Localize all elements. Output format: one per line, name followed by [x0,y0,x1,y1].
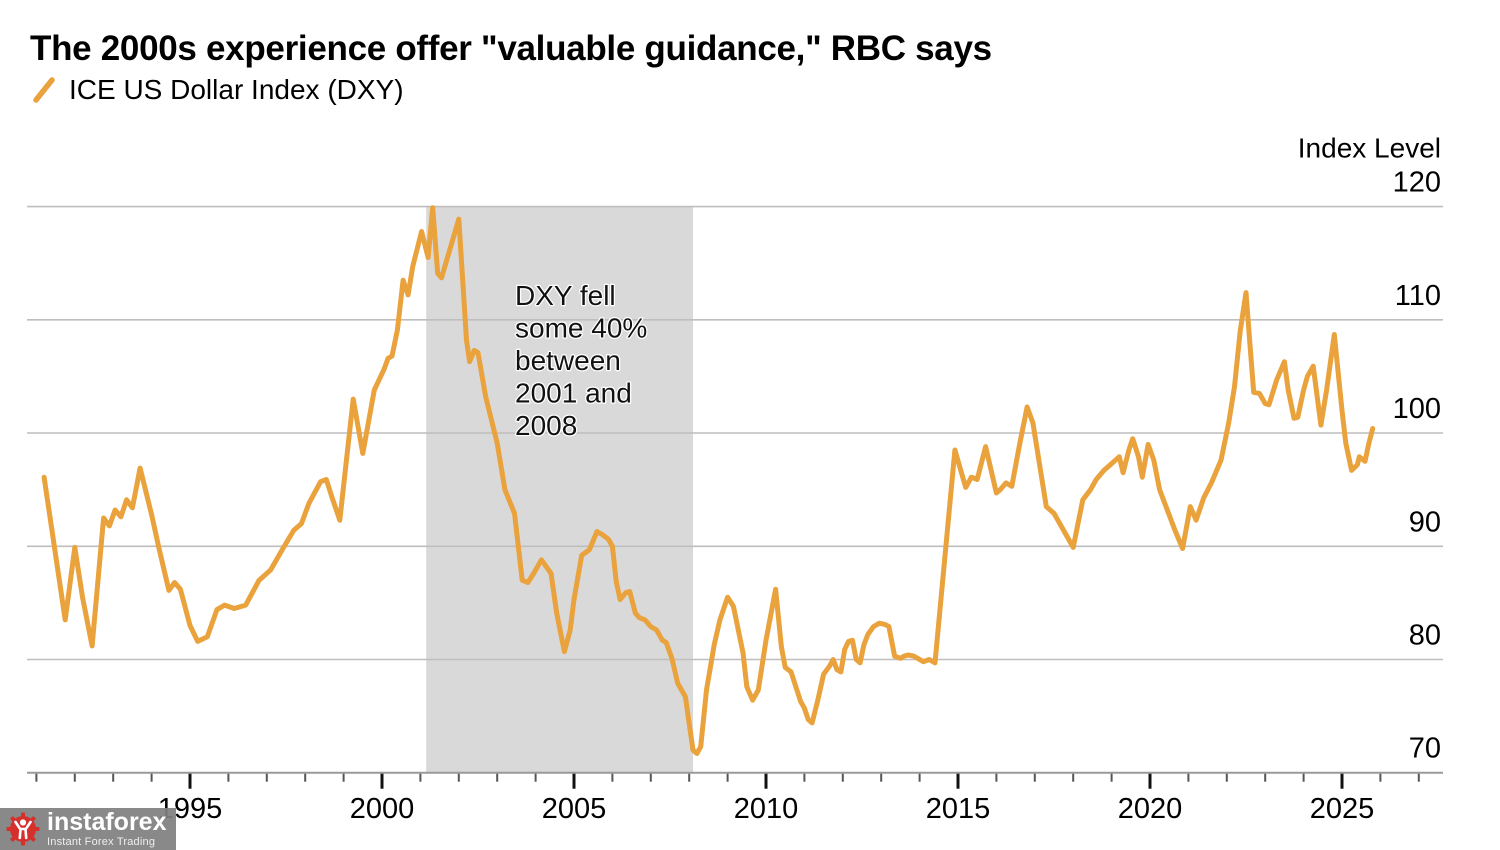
chart-legend: ICE US Dollar Index (DXY) [32,74,404,106]
instaforex-watermark: instaforex Instant Forex Trading [0,808,176,850]
legend-line-icon [33,77,55,103]
x-tick-label-2015: 2015 [926,793,991,825]
x-tick-label-2000: 2000 [350,793,415,825]
y-tick-label-100: 100 [1393,393,1441,425]
x-tick-label-2010: 2010 [734,793,799,825]
y-axis-title: Index Level [1298,133,1441,164]
shade-annotation-line-3: between [515,345,621,376]
y-tick-label-70: 70 [1409,733,1441,765]
chart-title: The 2000s experience offer "valuable gui… [30,29,992,69]
shade-annotation-line-4: 2001 and [515,378,632,409]
instaforex-gear-icon [6,812,40,846]
y-tick-label-80: 80 [1409,620,1441,652]
watermark-tagline: Instant Forex Trading [47,836,156,848]
legend-series-label: ICE US Dollar Index (DXY) [69,74,404,105]
x-tick-label-2025: 2025 [1310,793,1375,825]
shade-annotation-line-5: 2008 [515,410,577,441]
watermark-brand: instaforex [47,808,167,836]
shade-annotation-line-1: DXY fell [515,280,616,311]
x-tick-label-2020: 2020 [1118,793,1183,825]
shade-annotation-line-2: some 40% [515,313,647,344]
y-tick-label-110: 110 [1395,280,1441,312]
y-tick-label-90: 90 [1409,506,1441,538]
y-tick-label-120: 120 [1393,167,1441,199]
dxy-series-line [41,205,1376,756]
x-tick-label-2005: 2005 [542,793,607,825]
shaded-region-2001-2008 [426,206,694,773]
